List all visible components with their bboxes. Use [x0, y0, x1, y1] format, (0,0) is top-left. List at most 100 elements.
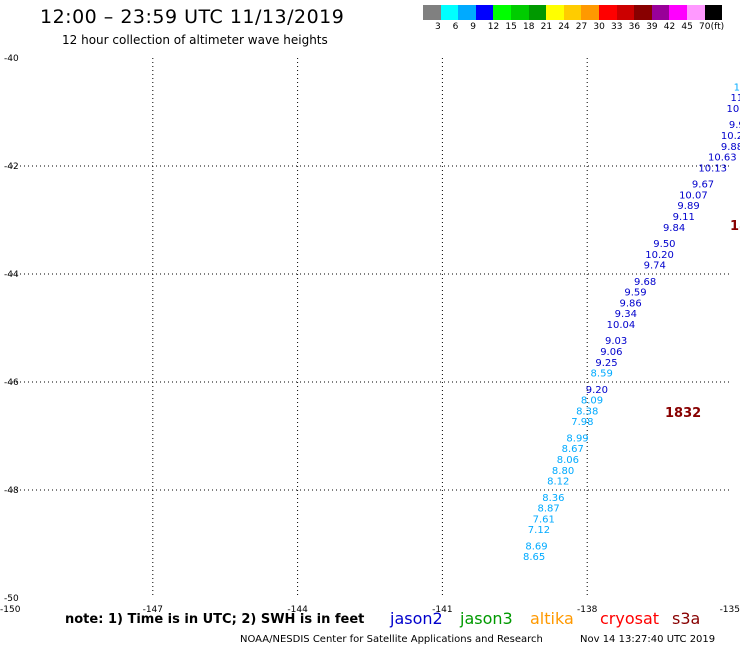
chart-subtitle: 12 hour collection of altimeter wave hei…: [62, 33, 328, 47]
satellite-legend-item: cryosat: [600, 609, 660, 628]
wave-height-label: 9.03: [605, 336, 627, 347]
wave-height-label: 9.59: [624, 288, 646, 299]
wave-height-label: 8.80: [552, 466, 574, 477]
color-scale-label: 21: [540, 22, 553, 32]
color-scale-label: 42: [663, 22, 676, 32]
latitude-tick-label: -46: [4, 378, 19, 388]
color-scale-label: 39: [646, 22, 658, 32]
wave-height-label: 8.67: [562, 444, 584, 455]
color-swatch: [440, 5, 459, 20]
wave-height-label: 9.74: [644, 261, 666, 272]
color-swatch: [528, 5, 547, 20]
color-scale-label: 3: [435, 22, 441, 32]
color-scale-label: 30: [593, 22, 605, 32]
color-swatch: [546, 5, 564, 20]
longitude-tick-label: -150: [0, 605, 21, 615]
longitude-tick-label: -138: [577, 605, 598, 615]
wave-height-label: 7.98: [571, 417, 593, 428]
wave-height-label: 10.13: [698, 163, 727, 174]
wave-height-label: 1: [734, 82, 740, 93]
wave-height-label: 11: [730, 93, 740, 104]
latitude-tick-label: -50: [4, 594, 19, 604]
color-scale-label: 12: [487, 22, 500, 32]
color-swatch: [669, 5, 687, 20]
color-scale-label: 33: [611, 22, 623, 32]
color-scale-label: 6: [452, 22, 459, 32]
longitude-tick-label: -147: [143, 605, 163, 615]
color-swatch: [651, 5, 670, 20]
color-swatch: [510, 5, 529, 20]
wave-height-label: 9.9: [729, 120, 740, 131]
latitude-tick-label: -44: [4, 270, 19, 280]
color-scale-label: 27: [575, 22, 588, 32]
color-swatch: [686, 5, 705, 20]
longitude-tick-label: -141: [432, 605, 452, 615]
wave-height-label: 10.20: [645, 250, 674, 261]
latitude-tick-label: -42: [4, 162, 19, 172]
credit-line: NOAA/NESDIS Center for Satellite Applica…: [240, 634, 543, 645]
wave-height-label: 10.63: [708, 153, 737, 164]
wave-height-label: 8.65: [523, 552, 545, 563]
color-scale-bar: [423, 5, 723, 20]
generation-timestamp: Nov 14 13:27:40 UTC 2019: [580, 634, 716, 645]
wave-height-label: 8.09: [581, 396, 603, 407]
wave-height-label: 9.86: [620, 298, 642, 309]
wave-height-label: 8.87: [537, 504, 559, 515]
latitude-tick-label: -40: [4, 54, 19, 64]
color-swatch: [581, 5, 599, 20]
satellite-legend-item: jason3: [460, 609, 513, 628]
pass-time-label: 1832: [665, 406, 701, 421]
color-swatch: [634, 5, 652, 20]
wave-height-label: 9.67: [692, 180, 714, 191]
wave-height-label: 9.11: [673, 212, 695, 223]
color-scale-labels: 3 6 9 12 15 18 21 24 27 30 33 36 39 42 45 70 (ft): [423, 22, 740, 34]
color-swatch: [493, 5, 511, 20]
longitude-tick-label: -135: [720, 605, 740, 615]
color-scale-label: 15: [505, 22, 517, 32]
wave-height-label: 9.20: [586, 385, 608, 396]
wave-height-label: 10.: [726, 104, 740, 115]
color-scale-label: 36: [628, 22, 641, 32]
color-swatch: [458, 5, 476, 20]
wave-height-label: 10.04: [607, 320, 636, 331]
satellite-legend-item: s3a: [672, 609, 701, 628]
wave-height-label: 10.07: [679, 190, 708, 201]
wave-height-label: 8.06: [557, 455, 579, 466]
color-scale-label: (ft): [710, 22, 725, 32]
color-scale-label: 18: [523, 22, 535, 32]
wave-height-label: 9.84: [663, 223, 685, 234]
color-swatch: [563, 5, 582, 20]
color-swatch: [598, 5, 617, 20]
color-swatch: [475, 5, 494, 20]
wave-height-label: 7.61: [533, 514, 555, 525]
wave-height-label: 8.38: [576, 406, 598, 417]
longitude-tick-label: -144: [287, 605, 308, 615]
pass-time-label: 18: [730, 219, 740, 234]
color-scale-label: 9: [470, 22, 476, 32]
color-scale-label: 45: [681, 22, 693, 32]
wave-height-label: 10.2: [721, 131, 740, 142]
wave-height-label: 9.34: [615, 309, 637, 320]
color-swatch: [423, 5, 441, 20]
wave-height-label: 9.68: [634, 277, 656, 288]
wave-height-label: 9.06: [600, 347, 622, 358]
wave-height-label: 9.50: [653, 239, 675, 250]
wave-height-label: 7.12: [528, 525, 550, 536]
wave-height-label: 8.69: [525, 541, 547, 552]
wave-height-label: 9.89: [677, 201, 699, 212]
chart-title: 12:00 – 23:59 UTC 11/13/2019: [40, 6, 345, 28]
wave-height-label: 8.12: [547, 477, 569, 488]
satellite-legend-item: altika: [530, 609, 574, 628]
footer-note: note: 1) Time is in UTC; 2) SWH is in fe…: [65, 612, 365, 627]
color-swatch: [616, 5, 635, 20]
latitude-tick-label: -48: [4, 486, 19, 496]
satellite-legend-item: jason2: [390, 609, 443, 628]
wave-height-label: 8.36: [542, 493, 564, 504]
wave-height-label: 9.88: [721, 142, 740, 153]
color-scale-label: 70: [699, 22, 711, 32]
color-swatch: [704, 5, 723, 20]
wave-height-label: 8.59: [591, 369, 613, 380]
color-scale-label: 24: [558, 22, 570, 32]
wave-height-label: 9.25: [595, 358, 617, 369]
